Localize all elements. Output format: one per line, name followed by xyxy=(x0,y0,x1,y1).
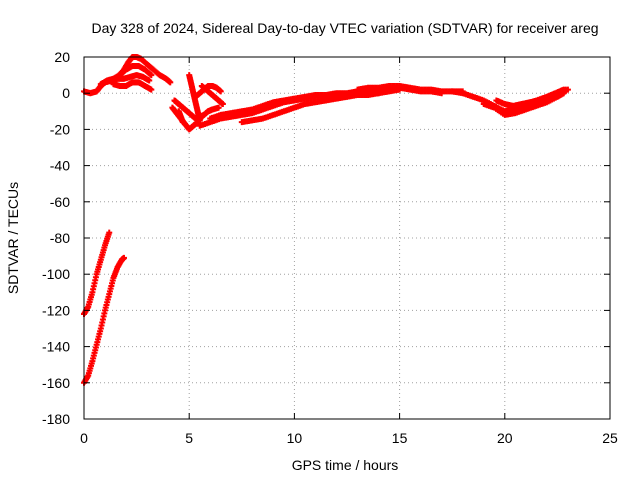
data-track xyxy=(192,82,224,100)
x-tick-label: 25 xyxy=(602,430,618,446)
y-tick-label: -80 xyxy=(50,230,70,246)
chart-title: Day 328 of 2024, Sidereal Day-to-day VTE… xyxy=(91,20,598,36)
y-tick-label: -60 xyxy=(50,194,70,210)
data-track xyxy=(501,86,571,115)
data-track xyxy=(493,86,567,109)
y-tick-label: 0 xyxy=(62,85,70,101)
data-track xyxy=(110,79,155,93)
x-tick-label: 10 xyxy=(287,430,303,446)
data-point xyxy=(148,72,155,79)
y-tick-label: -140 xyxy=(42,339,70,355)
data-point xyxy=(219,101,226,108)
y-axis-label: SDTVAR / TECUs xyxy=(5,182,21,294)
grid-layer xyxy=(84,57,610,419)
y-tick-label: -120 xyxy=(42,302,70,318)
y-tick-label: 20 xyxy=(54,49,70,65)
data-track xyxy=(81,254,127,386)
x-axis-label: GPS time / hours xyxy=(292,457,399,473)
data-point xyxy=(148,86,155,93)
data-layer xyxy=(81,54,571,386)
data-point xyxy=(217,88,224,95)
data-point xyxy=(106,229,113,236)
x-tick-label: 5 xyxy=(185,430,193,446)
data-track xyxy=(175,108,186,126)
y-tick-label: -20 xyxy=(50,121,70,137)
x-tick-label: 0 xyxy=(80,430,88,446)
plot-frame xyxy=(83,56,611,420)
data-point xyxy=(179,119,186,126)
data-point xyxy=(375,90,382,97)
tick-layer: 0 5 10 15 20 25 20 0 -20 -40 -60 -80 -100 -120 -140 -16… xyxy=(42,49,618,446)
y-tick-label: -100 xyxy=(42,266,70,282)
data-point xyxy=(146,77,153,84)
y-tick-label: -160 xyxy=(42,375,70,391)
data-track xyxy=(238,90,382,126)
y-tick-label: -40 xyxy=(50,158,70,174)
y-tick-label: -180 xyxy=(42,411,70,427)
data-track xyxy=(198,82,226,108)
data-point xyxy=(215,104,222,111)
x-tick-label: 20 xyxy=(497,430,513,446)
data-point xyxy=(167,79,174,86)
data-point xyxy=(196,117,203,124)
data-point xyxy=(120,254,127,261)
data-point xyxy=(564,86,571,93)
x-tick-label: 15 xyxy=(392,430,408,446)
data-track xyxy=(102,72,153,86)
data-track xyxy=(81,229,113,318)
